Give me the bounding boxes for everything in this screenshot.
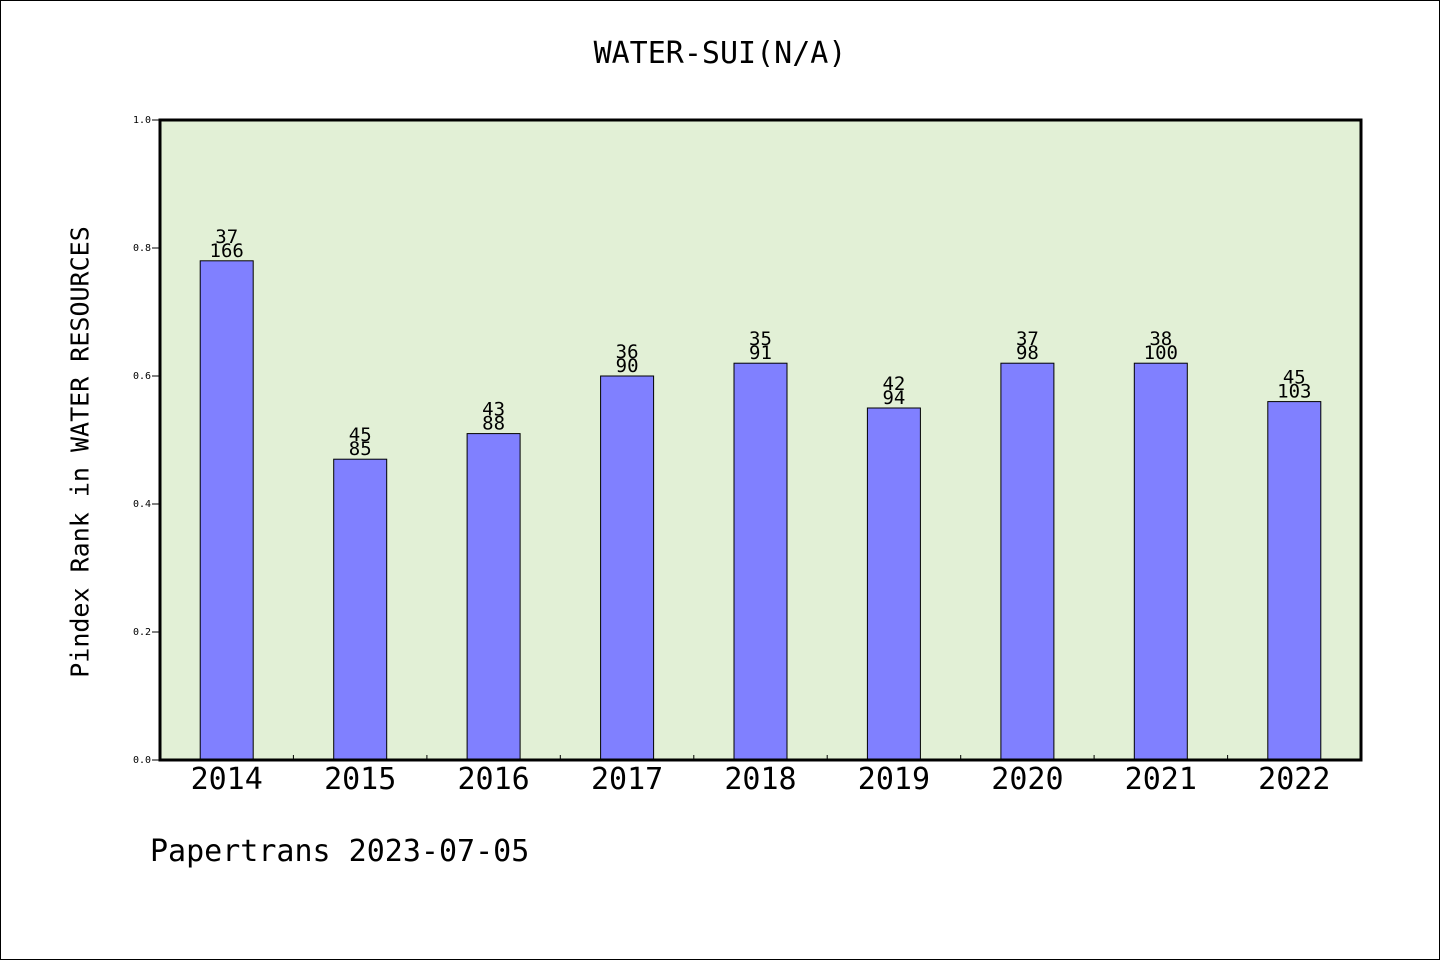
x-tick-label-2016: 2016: [457, 762, 529, 797]
x-tick-label-2020: 2020: [991, 762, 1063, 797]
bar-2016: [466, 433, 521, 761]
data-label-top-2019: 42: [882, 373, 905, 395]
data-label-top-2014: 37: [215, 226, 238, 248]
y-axis-ticks: 0.0 0.2 0.4 0.6 0.8 1.0: [133, 115, 160, 766]
bar-2019: [866, 407, 921, 761]
data-label-bottom-2021: 100: [1144, 342, 1178, 364]
y-tick-label-1.0: 1.0: [133, 115, 151, 126]
data-label-bottom-2020: 98: [1016, 342, 1039, 364]
data-label-bottom-2022: 103: [1277, 381, 1311, 403]
bar-2014: [199, 260, 254, 761]
x-tick-label-2015: 2015: [324, 762, 396, 797]
data-label-bottom-2014: 166: [210, 240, 244, 262]
chart-title: WATER-SUI(N/A): [593, 36, 847, 71]
footer-credit: Papertrans 2023-07-05: [150, 834, 530, 869]
data-label-bottom-2018: 91: [749, 342, 772, 364]
y-tick-label-0.2: 0.2: [133, 627, 151, 638]
bar-2015: [333, 458, 388, 761]
bars-group: [199, 260, 1322, 761]
x-tick-label-2014: 2014: [191, 762, 263, 797]
bar-2018: [733, 362, 788, 761]
data-label-bottom-2015: 85: [349, 438, 372, 460]
bar-2020: [1000, 362, 1055, 761]
data-label-top-2016: 43: [482, 399, 505, 421]
data-label-top-2022: 45: [1283, 367, 1306, 389]
y-tick-label-0.4: 0.4: [133, 499, 151, 510]
bar-2022: [1267, 401, 1322, 761]
data-label-top-2021: 38: [1149, 328, 1172, 350]
x-tick-label-2022: 2022: [1258, 762, 1330, 797]
x-tick-label-2018: 2018: [724, 762, 796, 797]
y-tick-label-0.6: 0.6: [133, 371, 151, 382]
data-label-bottom-2019: 94: [882, 387, 905, 409]
y-tick-label-0.8: 0.8: [133, 243, 151, 254]
y-tick-label-0.0: 0.0: [133, 755, 151, 766]
data-label-top-2018: 35: [749, 328, 772, 350]
data-label-bottom-2017: 90: [616, 355, 639, 377]
plot-border: [158, 118, 1363, 762]
x-tick-label-2017: 2017: [591, 762, 663, 797]
data-label-top-2017: 36: [616, 341, 639, 363]
x-axis-ticks: 2014 2015 2016 2017 2018 2019 2020 2021 2022: [191, 755, 1330, 797]
data-label-bottom-2016: 88: [482, 413, 505, 435]
x-tick-label-2019: 2019: [858, 762, 930, 797]
x-tick-label-2021: 2021: [1125, 762, 1197, 797]
data-label-top-2020: 37: [1016, 328, 1039, 350]
data-label-top-2015: 45: [349, 424, 372, 446]
bar-2017: [600, 375, 655, 761]
bar-2021: [1133, 362, 1188, 761]
